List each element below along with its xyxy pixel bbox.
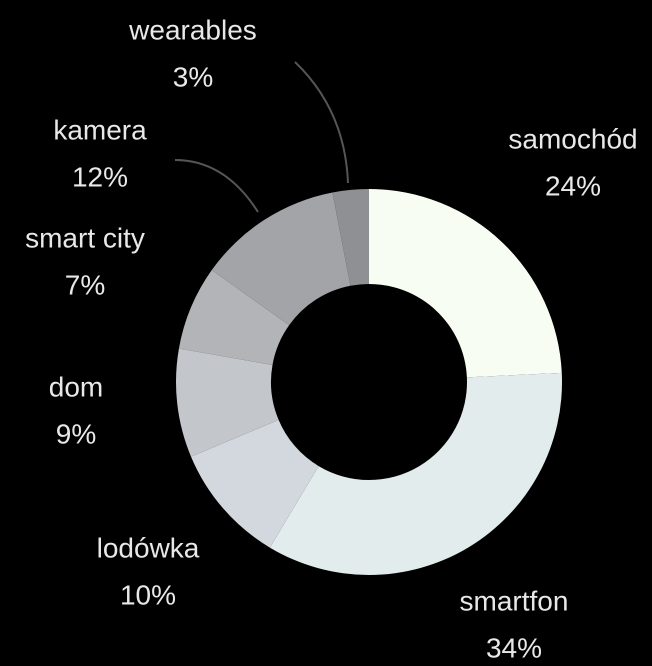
slice-label: smart city — [25, 222, 145, 253]
slice — [332, 189, 369, 286]
slice-value: 9% — [56, 418, 96, 449]
slice — [211, 192, 351, 326]
leader-line — [174, 159, 259, 213]
slice-label: lodówka — [97, 532, 200, 563]
leader-line — [294, 61, 349, 184]
slice-label: wearables — [128, 14, 257, 45]
slice-value: 7% — [65, 269, 105, 300]
slice-label: samochód — [508, 123, 637, 154]
slice-value: 34% — [486, 632, 542, 661]
slice-value: 24% — [545, 170, 601, 201]
slice-label: kamera — [53, 114, 147, 145]
slice — [176, 348, 279, 457]
slice — [190, 419, 319, 548]
slice-label: dom — [49, 371, 103, 402]
slice-label: smartfon — [460, 585, 569, 616]
slice — [269, 372, 562, 575]
slice-value: 12% — [72, 161, 128, 192]
slice-value: 10% — [120, 579, 176, 610]
slice — [369, 189, 562, 378]
slice — [178, 270, 290, 365]
slice-value: 3% — [173, 61, 213, 92]
